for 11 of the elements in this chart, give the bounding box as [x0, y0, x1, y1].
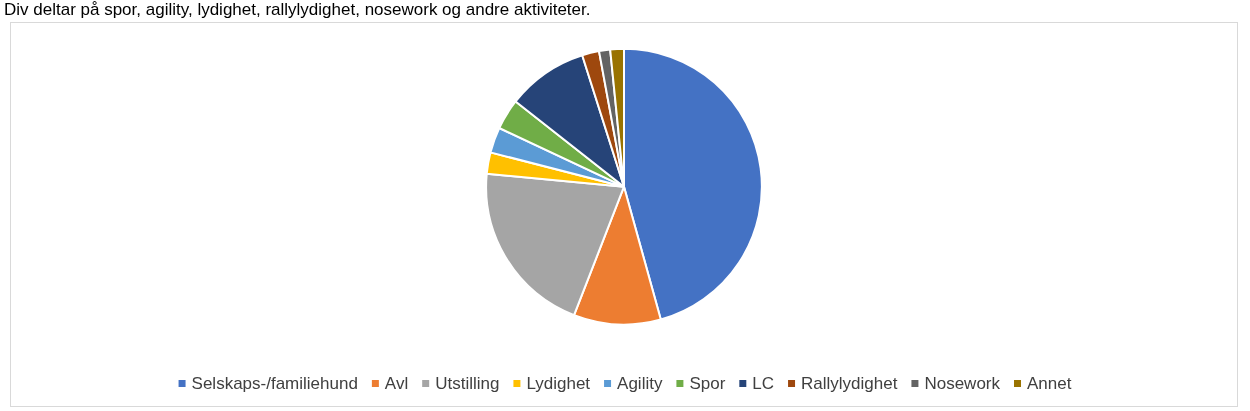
legend-label: Lydighet [526, 374, 591, 393]
legend-label: Selskaps-/familiehund [191, 374, 358, 393]
legend-label: Annet [1027, 374, 1072, 393]
legend-label: Spor [689, 374, 726, 393]
legend-label: Rallylydighet [801, 374, 898, 393]
legend-label: Avl [384, 374, 409, 393]
legend-label: Agility [617, 374, 663, 393]
legend-label: Nosework [924, 374, 1001, 393]
legend-label: LC [752, 374, 775, 393]
legend-label: Utstilling [435, 374, 500, 393]
chart-title: Div deltar på spor, agility, lydighet, rallylydighet, nosework og andre aktiviteter. [4, 0, 591, 20]
